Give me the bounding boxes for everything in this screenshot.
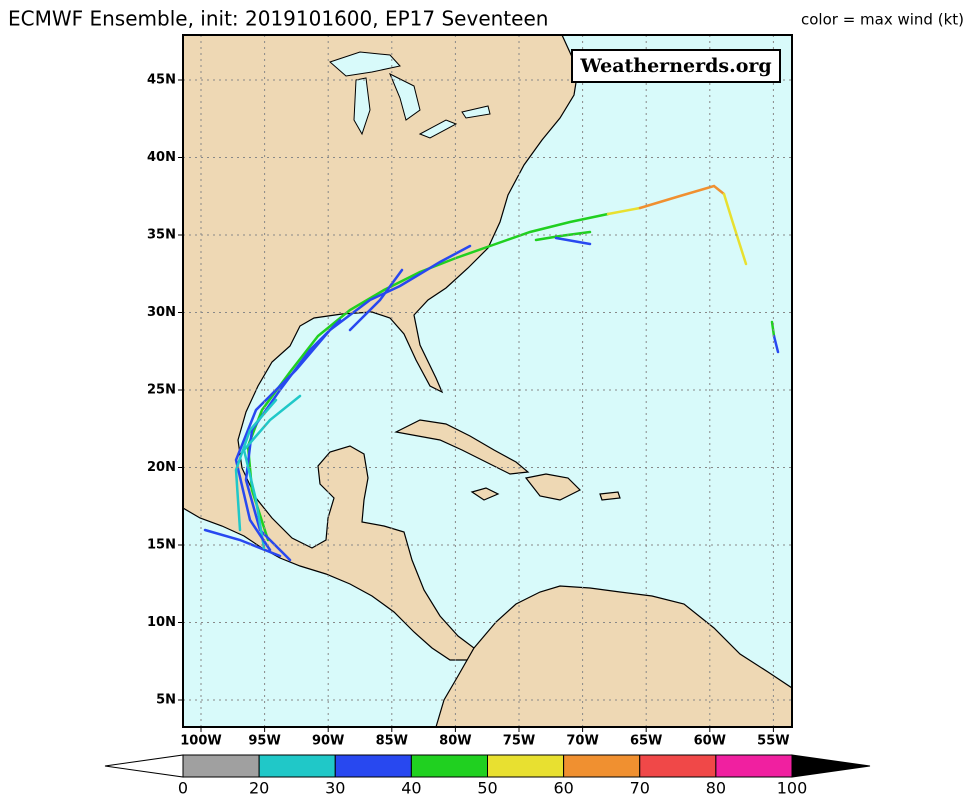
north-america [182, 34, 579, 661]
colorbar-segment [639, 754, 717, 778]
colorbar-min-arrow [104, 754, 184, 778]
colorbar-segment [410, 754, 488, 778]
jamaica [470, 487, 500, 501]
colorbar-label: 80 [706, 779, 726, 798]
colorbar-segment [487, 754, 565, 778]
hispaniola [524, 473, 582, 501]
lon-label: 100W [180, 734, 221, 749]
lat-label: 30N [147, 305, 176, 320]
colorbar-segment [563, 754, 641, 778]
lat-label: 40N [147, 150, 176, 165]
colorbar-label: 50 [477, 779, 497, 798]
lake-huron [389, 72, 421, 121]
lon-label: 80W [439, 734, 471, 749]
lat-label: 35N [147, 228, 176, 243]
puerto-rico [599, 491, 621, 501]
lon-label: 85W [376, 734, 408, 749]
colorbar-label: 60 [553, 779, 573, 798]
lon-label: 75W [503, 734, 535, 749]
lat-label: 25N [147, 383, 176, 398]
lake-superior [329, 51, 401, 77]
colorbar-label: 70 [630, 779, 650, 798]
lat-label: 10N [147, 615, 176, 630]
title: ECMWF Ensemble, init: 2019101600, EP17 S… [8, 7, 548, 31]
track [638, 184, 726, 210]
track [534, 230, 592, 242]
south-america [435, 585, 793, 728]
track [203, 528, 282, 558]
lon-label: 65W [630, 734, 662, 749]
colorbar-max-arrow [791, 754, 871, 778]
colorbar-label: 100 [777, 779, 808, 798]
cuba [394, 419, 530, 475]
colorbar [182, 754, 793, 778]
lon-label: 70W [566, 734, 598, 749]
colorbar-label: 0 [178, 779, 188, 798]
track [554, 236, 592, 246]
colorbar-segment [258, 754, 336, 778]
track [234, 244, 472, 552]
lake-michigan [353, 77, 371, 136]
map-frame [182, 34, 793, 728]
lon-label: 95W [248, 734, 280, 749]
lat-label: 5N [156, 693, 176, 708]
legend-note: color = max wind (kt) [801, 11, 964, 29]
lat-label: 20N [147, 460, 176, 475]
colorbar-label: 20 [249, 779, 269, 798]
lake-ontario [461, 105, 491, 119]
track [772, 334, 780, 354]
lake-erie [418, 119, 458, 139]
colorbar-segment [715, 754, 793, 778]
lat-label: 15N [147, 538, 176, 553]
track [348, 268, 404, 332]
watermark-box [571, 49, 781, 83]
colorbar-label: 40 [401, 779, 421, 798]
lat-label: 45N [147, 73, 176, 88]
colorbar-segment [182, 754, 260, 778]
track [722, 192, 748, 266]
lon-label: 55W [757, 734, 789, 749]
track [234, 398, 278, 532]
lon-label: 60W [694, 734, 726, 749]
watermark: Weathernerds.org [579, 55, 771, 77]
map [182, 34, 793, 728]
lon-label: 90W [312, 734, 344, 749]
graticule [178, 35, 792, 732]
track [606, 206, 642, 216]
colorbar-label: 30 [325, 779, 345, 798]
colorbar-segment [334, 754, 412, 778]
